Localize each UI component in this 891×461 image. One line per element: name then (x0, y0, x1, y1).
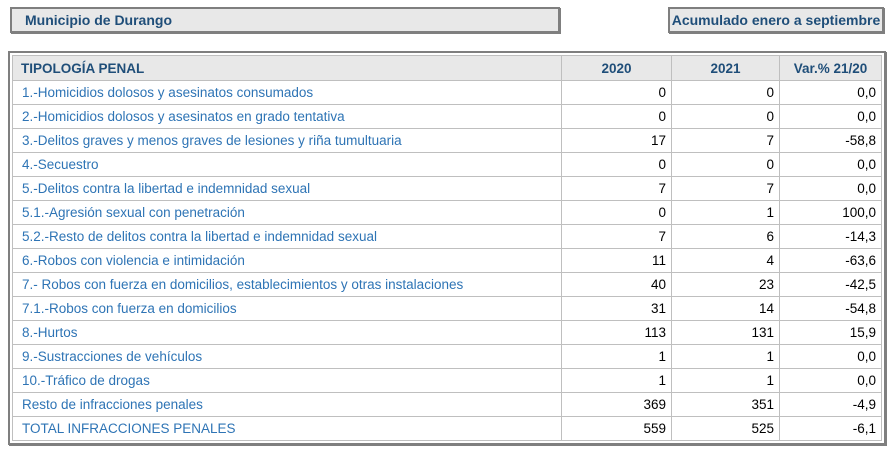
column-header-variation: Var.% 21/20 (779, 55, 882, 81)
table-row: 10.-Tráfico de drogas 1 1 0,0 (12, 368, 882, 393)
value-2021: 14 (671, 296, 780, 321)
row-label: 10.-Tráfico de drogas (12, 368, 562, 393)
value-2021: 23 (671, 272, 780, 297)
value-variation: -6,1 (779, 416, 882, 441)
value-variation: -54,8 (779, 296, 882, 321)
table-row: 9.-Sustracciones de vehículos 1 1 0,0 (12, 344, 882, 369)
table-row: 1.-Homicidios dolosos y asesinatos consu… (12, 80, 882, 105)
row-label: 5.2.-Resto de delitos contra la libertad… (12, 224, 562, 249)
row-label: TOTAL INFRACCIONES PENALES (12, 416, 562, 441)
value-2021: 1 (671, 344, 780, 369)
column-header-2021: 2021 (671, 55, 780, 81)
value-2020: 0 (561, 200, 672, 225)
value-2021: 6 (671, 224, 780, 249)
crime-statistics-table-frame: TIPOLOGÍA PENAL 2020 2021 Var.% 21/20 1.… (8, 51, 886, 445)
value-2021: 4 (671, 248, 780, 273)
row-label: 1.-Homicidios dolosos y asesinatos consu… (12, 80, 562, 105)
table-header-row: TIPOLOGÍA PENAL 2020 2021 Var.% 21/20 (12, 55, 882, 81)
row-label: 9.-Sustracciones de vehículos (12, 344, 562, 369)
row-label: 7.- Robos con fuerza en domicilios, esta… (12, 272, 562, 297)
row-label: 7.1.-Robos con fuerza en domicilios (12, 296, 562, 321)
value-2020: 11 (561, 248, 672, 273)
row-label: 4.-Secuestro (12, 152, 562, 177)
value-2021: 525 (671, 416, 780, 441)
table-row: 5.2.-Resto de delitos contra la libertad… (12, 224, 882, 249)
municipality-title: Municipio de Durango (25, 12, 172, 28)
value-2020: 31 (561, 296, 672, 321)
table-row: 6.-Robos con violencia e intimidación 11… (12, 248, 882, 273)
value-2021: 7 (671, 176, 780, 201)
value-2020: 369 (561, 392, 672, 417)
row-label: 5.1.-Agresión sexual con penetración (12, 200, 562, 225)
table-row: 5.1.-Agresión sexual con penetración 0 1… (12, 200, 882, 225)
column-header-tipologia-penal: TIPOLOGÍA PENAL (12, 55, 562, 81)
row-label: 5.-Delitos contra la libertad e indemnid… (12, 176, 562, 201)
value-2020: 7 (561, 176, 672, 201)
value-2020: 1 (561, 344, 672, 369)
value-2020: 17 (561, 128, 672, 153)
period-title: Acumulado enero a septiembre (671, 12, 881, 28)
value-variation: -42,5 (779, 272, 882, 297)
row-label: 6.-Robos con violencia e intimidación (12, 248, 562, 273)
table-row: 7.- Robos con fuerza en domicilios, esta… (12, 272, 882, 297)
value-variation: 100,0 (779, 200, 882, 225)
row-label: 3.-Delitos graves y menos graves de lesi… (12, 128, 562, 153)
value-variation: 0,0 (779, 368, 882, 393)
value-2021: 351 (671, 392, 780, 417)
value-variation: 0,0 (779, 152, 882, 177)
value-2020: 0 (561, 80, 672, 105)
value-2020: 40 (561, 272, 672, 297)
value-2021: 1 (671, 368, 780, 393)
value-2020: 7 (561, 224, 672, 249)
value-2021: 131 (671, 320, 780, 345)
value-variation: 0,0 (779, 80, 882, 105)
value-variation: -63,6 (779, 248, 882, 273)
value-2021: 0 (671, 152, 780, 177)
period-title-box: Acumulado enero a septiembre (668, 7, 884, 33)
value-2021: 7 (671, 128, 780, 153)
table-row: 8.-Hurtos 113 131 15,9 (12, 320, 882, 345)
table-row: 2.-Homicidios dolosos y asesinatos en gr… (12, 104, 882, 129)
table-row: 7.1.-Robos con fuerza en domicilios 31 1… (12, 296, 882, 321)
value-variation: 0,0 (779, 344, 882, 369)
column-header-2020: 2020 (561, 55, 672, 81)
table-row: 3.-Delitos graves y menos graves de lesi… (12, 128, 882, 153)
value-variation: 15,9 (779, 320, 882, 345)
value-variation: -4,9 (779, 392, 882, 417)
table-row: 5.-Delitos contra la libertad e indemnid… (12, 176, 882, 201)
value-2020: 1 (561, 368, 672, 393)
value-2020: 0 (561, 152, 672, 177)
table-total-row: TOTAL INFRACCIONES PENALES 559 525 -6,1 (12, 416, 882, 441)
crime-statistics-table: TIPOLOGÍA PENAL 2020 2021 Var.% 21/20 1.… (12, 55, 882, 441)
value-2021: 0 (671, 104, 780, 129)
municipality-title-box: Municipio de Durango (10, 7, 560, 33)
value-2021: 1 (671, 200, 780, 225)
row-label: 2.-Homicidios dolosos y asesinatos en gr… (12, 104, 562, 129)
table-row: 4.-Secuestro 0 0 0,0 (12, 152, 882, 177)
row-label: 8.-Hurtos (12, 320, 562, 345)
value-2020: 0 (561, 104, 672, 129)
value-variation: -14,3 (779, 224, 882, 249)
value-variation: 0,0 (779, 104, 882, 129)
value-2020: 559 (561, 416, 672, 441)
row-label: Resto de infracciones penales (12, 392, 562, 417)
value-variation: 0,0 (779, 176, 882, 201)
value-variation: -58,8 (779, 128, 882, 153)
value-2020: 113 (561, 320, 672, 345)
value-2021: 0 (671, 80, 780, 105)
table-row: Resto de infracciones penales 369 351 -4… (12, 392, 882, 417)
